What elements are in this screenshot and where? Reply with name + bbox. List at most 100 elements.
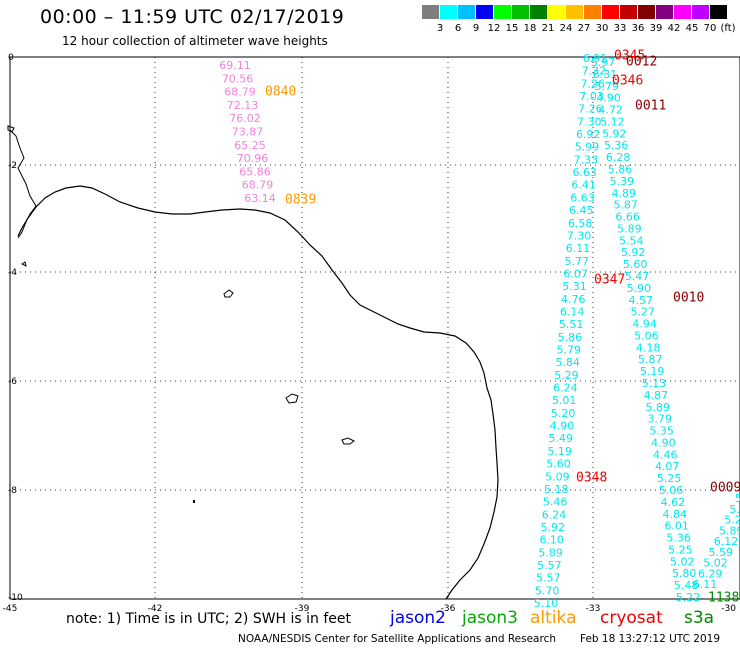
wave-height-value: 68.79 — [224, 86, 256, 99]
wave-height-value: 5.09 — [545, 470, 570, 483]
wave-height-value: 5.18 — [544, 483, 569, 496]
footer-note: note: 1) Time is in UTC; 2) SWH is in fe… — [66, 611, 352, 627]
wave-height-value: 4.94 — [632, 318, 657, 331]
wave-height-value: 7.32 — [582, 65, 607, 78]
wave-height-value: 7.26 — [578, 103, 603, 116]
wave-height-value: 5.19 — [640, 365, 665, 378]
wave-height-value: 4.46 — [653, 448, 678, 461]
legend-swatch — [620, 5, 637, 19]
legend-swatch — [674, 5, 691, 19]
legend-label: 33 — [613, 23, 627, 34]
legend-swatch — [602, 5, 619, 19]
satellite-cryosat: cryosat — [600, 608, 663, 628]
wave-height-value: 6.45 — [569, 204, 594, 217]
wave-height-value: 5.28 — [724, 514, 740, 527]
legend-label: 39 — [649, 23, 663, 34]
pass-time-label: 0012 — [626, 55, 657, 70]
wave-height-value: 5.92 — [602, 127, 627, 140]
map-frame — [9, 56, 740, 600]
legend-label: 42 — [667, 23, 681, 34]
wave-height-value: 4.90 — [596, 92, 621, 105]
pass-time-label: 0839 — [285, 193, 316, 208]
y-tick-label: -4 — [8, 268, 17, 278]
wave-height-value: 5.02 — [670, 555, 695, 568]
legend-swatch — [494, 5, 511, 19]
wave-height-value: 7.33 — [574, 153, 599, 166]
legend-label: (ft) — [720, 23, 736, 34]
wave-height-value: 69.11 — [219, 59, 251, 72]
wave-height-value: 5.06 — [659, 484, 684, 497]
wave-height-value: 4.76 — [561, 293, 586, 306]
legend-label: 30 — [595, 23, 609, 34]
wave-height-value: 5.80 — [672, 567, 697, 580]
wave-height-value: 65.86 — [239, 165, 271, 178]
legend-swatch — [692, 5, 709, 19]
legend-label: 12 — [487, 23, 501, 34]
legend-label: 27 — [577, 23, 591, 34]
wave-height-value: 7.30 — [567, 229, 592, 242]
wave-height-value: 6.91 — [583, 52, 608, 65]
wave-height-value: 5.60 — [546, 458, 571, 471]
wave-height-value: 5.06 — [634, 329, 659, 342]
wave-height-value: 5.59 — [709, 546, 734, 559]
wave-height-value: 6.14 — [560, 306, 585, 319]
footer-credit: NOAA/NESDIS Center for Satellite Applica… — [238, 633, 556, 645]
legend-swatch — [548, 5, 565, 19]
wave-height-value: 6.28 — [606, 151, 631, 164]
wave-height-value: 65.25 — [234, 139, 266, 152]
wave-height-value: 5.20 — [551, 407, 576, 420]
legend-swatch — [566, 5, 583, 19]
footer-timestamp: Feb 18 13:27:12 UTC 2019 — [580, 633, 720, 645]
pass-time-label: 1138 — [708, 591, 739, 606]
page-title: 00:00 – 11:59 UTC 02/17/2019 — [40, 6, 345, 28]
wave-height-value: 6.92 — [576, 128, 601, 141]
wave-height-value: 4.90 — [550, 420, 575, 433]
wave-height-value: 5.22 — [676, 591, 701, 604]
wave-height-value: 5.92 — [541, 521, 566, 534]
legend-label: 9 — [472, 23, 480, 34]
wave-height-value: 5.89 — [646, 401, 671, 414]
wave-height-value: 5.60 — [735, 492, 740, 505]
wave-height-value: 5.87 — [638, 353, 663, 366]
y-tick-label: -2 — [8, 161, 17, 171]
wave-height-value: 5.48 — [674, 579, 699, 592]
wave-height-value: 4.90 — [651, 436, 676, 449]
wave-height-value: 5.01 — [552, 394, 577, 407]
satellite-jason3: jason3 — [462, 608, 518, 628]
legend-label: 70 — [703, 23, 717, 34]
page-subtitle: 12 hour collection of altimeter wave hei… — [62, 34, 328, 48]
wave-height-value: 7.26 — [580, 77, 605, 90]
axis-labels: -45 -42 -39 -36 -33 -30 0 -2 -4 -6 -8 -10 — [3, 53, 737, 614]
legend-label: 45 — [685, 23, 699, 34]
coastline-island — [7, 125, 15, 133]
wave-height-value: 4.57 — [629, 294, 654, 307]
legend-label: 6 — [454, 23, 462, 34]
wave-height-value: 5.25 — [657, 472, 682, 485]
wave-height-value: 68.79 — [242, 179, 274, 192]
wave-height-value: 4.84 — [663, 508, 688, 521]
y-tick-label: 0 — [8, 53, 14, 63]
wave-height-value: 4.07 — [655, 460, 680, 473]
legend-swatch — [512, 5, 529, 19]
legend-label: 3 — [436, 23, 444, 34]
pass-time-label: 0840 — [265, 85, 296, 100]
lat-lon-grid — [10, 57, 740, 599]
legend-label: 21 — [541, 23, 555, 34]
wave-height-value: 5.31 — [562, 280, 587, 293]
wave-height-value: 76.02 — [229, 112, 261, 125]
wave-height-value: 5.87 — [613, 199, 638, 212]
wave-height-value: 6.66 — [615, 211, 640, 224]
satellite-jason2: jason2 — [390, 608, 446, 628]
x-tick-label: -42 — [148, 604, 163, 614]
legend-swatch — [530, 5, 547, 19]
wave-height-value: 5.49 — [549, 432, 574, 445]
y-tick-label: -10 — [8, 593, 23, 603]
wave-height-value: 5.46 — [543, 496, 568, 509]
wave-height-value: 5.25 — [668, 543, 693, 556]
wave-height-value: 5.86 — [558, 331, 583, 344]
coastline-north — [9, 129, 37, 239]
wave-height-value: 5.39 — [610, 175, 635, 188]
x-tick-label: -33 — [586, 604, 601, 614]
legend-swatch — [638, 5, 655, 19]
